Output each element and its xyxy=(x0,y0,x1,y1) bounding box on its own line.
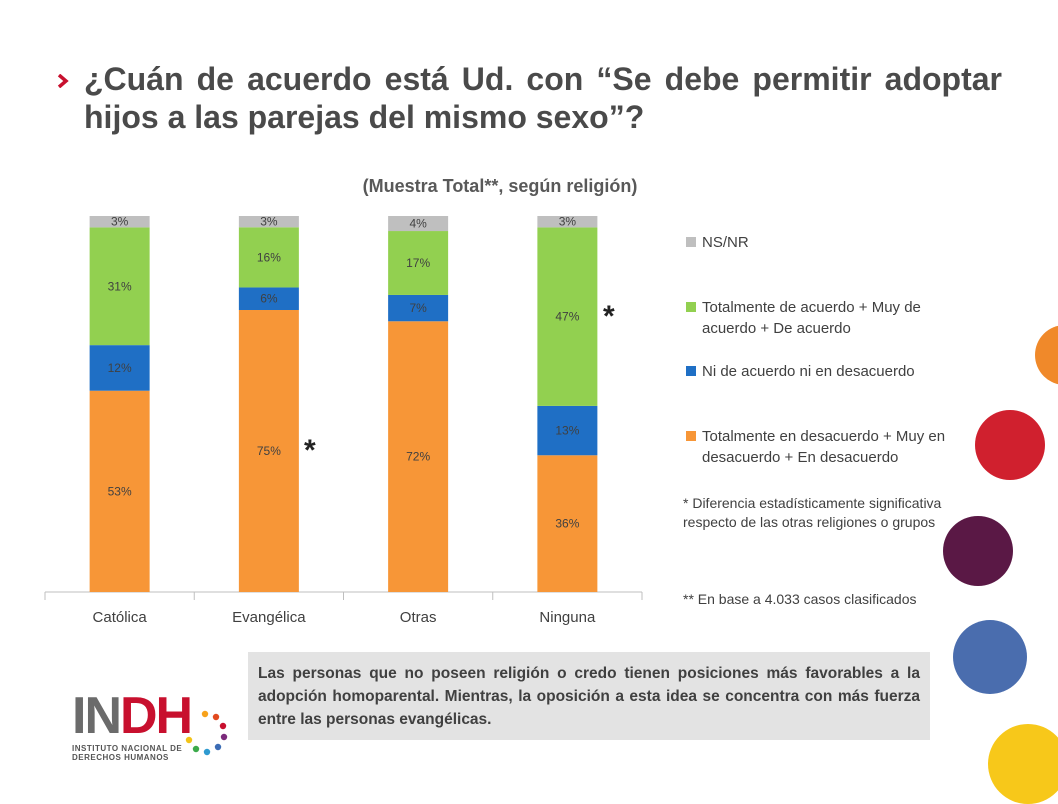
data-label: 75% xyxy=(257,444,281,458)
x-tick-label: Otras xyxy=(400,609,437,626)
bar-segment xyxy=(89,216,150,228)
decor-circle-yellow xyxy=(988,724,1058,804)
logo-sub-line1: INSTITUTO NACIONAL DE xyxy=(72,744,183,753)
significance-star-evangelica: * xyxy=(304,434,316,467)
bar-segment xyxy=(238,287,299,310)
bar-segment xyxy=(238,216,299,228)
note-significance: * Diferencia estadísticamente significat… xyxy=(683,495,942,530)
logo-wordmark: INDH xyxy=(72,687,193,745)
legend-swatch-acuerdo xyxy=(686,302,696,312)
decor-circle-blue xyxy=(953,620,1027,694)
data-label: 4% xyxy=(409,217,427,231)
legend-label-acuerdo: Totalmente de acuerdo + Muy de acuerdo +… xyxy=(702,299,921,337)
bar-segment xyxy=(537,216,598,228)
decor-circle-red xyxy=(975,410,1045,480)
indh-logo: INDH INSTITUTO NACIONAL DE DERECHOS HUMA… xyxy=(72,687,193,762)
data-label: 53% xyxy=(108,484,132,498)
decor-circle-orange xyxy=(1035,325,1058,385)
callout-box: Las personas que no poseen religión o cr… xyxy=(248,652,930,740)
data-label: 72% xyxy=(406,450,430,464)
data-label: 3% xyxy=(260,215,278,229)
decor-circle-purple xyxy=(943,516,1013,586)
data-label: 13% xyxy=(555,424,579,438)
data-label: 47% xyxy=(555,310,579,324)
chevron-right-icon xyxy=(57,74,69,88)
data-label: 31% xyxy=(108,279,132,293)
bar-segment xyxy=(89,345,150,391)
stacked-bar-chart: 53% 12% 31% 3% Católica 75% 6% 16% 3% Evangélica 7… xyxy=(44,215,643,626)
legend-label-ni: Ni de acuerdo ni en desacuerdo xyxy=(702,363,915,380)
data-label: 6% xyxy=(260,292,278,306)
legend-item-nsnr: NS/NR xyxy=(686,232,976,253)
data-label: 3% xyxy=(111,215,129,229)
bar-segment xyxy=(238,310,299,592)
legend-label-nsnr: NS/NR xyxy=(702,234,749,251)
data-label: 12% xyxy=(108,361,132,375)
page-title: ¿Cuán de acuerdo está Ud. con “Se debe p… xyxy=(84,60,1002,136)
legend-swatch-nsnr xyxy=(686,237,696,247)
note-base: ** En base a 4.033 casos clasificados xyxy=(683,591,917,607)
logo-in: IN xyxy=(72,687,122,745)
title-line-1: ¿Cuán de acuerdo está Ud. con “Se debe p… xyxy=(84,61,1002,97)
data-label: 7% xyxy=(409,301,427,315)
logo-sub-line2: DERECHOS HUMANOS xyxy=(72,753,169,762)
logo-dots-icon xyxy=(185,710,228,756)
data-label: 3% xyxy=(559,215,577,229)
bar-segment xyxy=(388,231,449,295)
data-label: 36% xyxy=(555,517,579,531)
bar-segment xyxy=(537,405,598,456)
legend-swatch-desacuerdo xyxy=(686,431,696,441)
legend-item-desacuerdo: Totalmente en desacuerdo + Muy en desacu… xyxy=(686,426,966,468)
bar-segment xyxy=(89,390,150,592)
bar-segment xyxy=(388,216,449,232)
x-tick-label: Católica xyxy=(93,609,148,626)
bar-segment xyxy=(388,294,449,322)
title-line-2: hijos a las parejas del mismo sexo”? xyxy=(84,99,645,135)
x-tick-label: Evangélica xyxy=(232,609,306,626)
legend-swatch-ni xyxy=(686,366,696,376)
x-tick-label: Ninguna xyxy=(539,609,596,626)
chart-title: (Muestra Total**, según religión) xyxy=(362,176,638,196)
significance-star-ninguna: * xyxy=(603,300,615,333)
legend-item-ni: Ni de acuerdo ni en desacuerdo xyxy=(686,361,976,382)
legend-item-acuerdo: Totalmente de acuerdo + Muy de acuerdo +… xyxy=(686,297,966,339)
bar-segment xyxy=(537,455,598,592)
bar-segment xyxy=(89,227,150,346)
bar-segment xyxy=(238,227,299,288)
data-label: 16% xyxy=(257,250,281,264)
bar-segment xyxy=(388,321,449,592)
bar-segment xyxy=(537,227,598,406)
logo-subtitle: INSTITUTO NACIONAL DE DERECHOS HUMANOS xyxy=(72,744,191,762)
data-label: 17% xyxy=(406,256,430,270)
logo-dh: DH xyxy=(120,687,193,745)
legend-label-desacuerdo: Totalmente en desacuerdo + Muy en desacu… xyxy=(702,428,946,466)
